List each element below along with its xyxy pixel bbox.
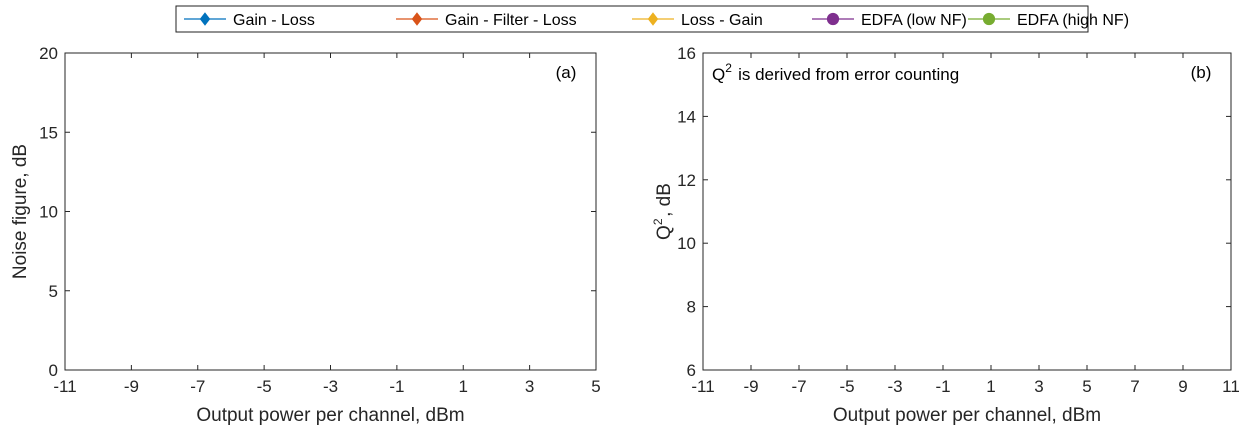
axes-frame xyxy=(64,52,597,371)
panel-label: (b) xyxy=(1191,63,1212,82)
x-tick-label: 3 xyxy=(1034,377,1043,396)
y-tick-label: 6 xyxy=(687,361,696,380)
y-tick-label: 10 xyxy=(39,203,58,222)
x-tick-label: 9 xyxy=(1178,377,1187,396)
x-tick-label: -3 xyxy=(887,377,902,396)
x-axis-label: Output power per channel, dBm xyxy=(833,405,1101,426)
legend-label: Gain - Loss xyxy=(233,12,315,29)
legend-label: Loss - Gain xyxy=(681,12,763,29)
axes-frame xyxy=(702,52,1232,371)
legend-entry-edfa-high-nf: EDFA (high NF) xyxy=(968,12,1129,29)
panel-label: (a) xyxy=(556,63,577,82)
data-point xyxy=(54,261,64,273)
x-tick-label: -5 xyxy=(839,377,854,396)
x-tick-label: -1 xyxy=(389,377,404,396)
y-axis-label: Noise figure, dB xyxy=(10,144,31,279)
legend-marker-circle-icon xyxy=(826,12,840,26)
annotation-text: Q2 is derived from error counting xyxy=(712,61,959,84)
y-tick-label: 0 xyxy=(49,361,58,380)
x-axis-label: Output power per channel, dBm xyxy=(196,405,464,426)
y-tick-label: 15 xyxy=(39,123,58,142)
data-point xyxy=(458,34,468,46)
x-tick-label: -11 xyxy=(691,377,714,396)
x-tick-label: -11 xyxy=(53,377,76,396)
x-tick-label: -7 xyxy=(791,377,806,396)
x-tick-label: -3 xyxy=(323,377,338,396)
y-tick-label: 12 xyxy=(677,171,696,190)
x-tick-label: -7 xyxy=(190,377,205,396)
x-tick-label: 1 xyxy=(459,377,468,396)
x-tick-label: -5 xyxy=(257,377,272,396)
x-tick-label: 3 xyxy=(525,377,534,396)
legend-entry-edfa-low-nf: EDFA (low NF) xyxy=(812,12,967,29)
y-tick-label: 8 xyxy=(687,298,696,317)
y-tick-label: 5 xyxy=(49,282,58,301)
y-tick-label: 14 xyxy=(677,107,696,126)
x-tick-label: 5 xyxy=(1082,377,1091,396)
y-tick-label: 20 xyxy=(39,44,58,63)
x-tick-label: -9 xyxy=(743,377,758,396)
x-tick-label: 1 xyxy=(986,377,995,396)
y-axis-label: Q2 , dB xyxy=(651,183,675,240)
legend-marker-circle-icon xyxy=(982,12,996,26)
legend-marker-diamond-icon xyxy=(647,12,659,26)
legend-label: EDFA (high NF) xyxy=(1017,12,1129,29)
y-tick-label: 10 xyxy=(677,234,696,253)
x-tick-label: 11 xyxy=(1222,377,1240,396)
legend: Gain - Loss Gain - Filter - Loss Loss - Ga… xyxy=(175,5,1129,33)
legend-label: EDFA (low NF) xyxy=(861,12,967,29)
x-tick-label: -1 xyxy=(935,377,950,396)
legend-marker-diamond-icon xyxy=(199,12,211,26)
legend-label: Gain - Filter - Loss xyxy=(445,12,577,29)
x-tick-label: -9 xyxy=(124,377,139,396)
legend-entry-gain-loss: Gain - Loss xyxy=(184,12,315,29)
x-tick-label: 7 xyxy=(1130,377,1139,396)
legend-entry-gain-filter-loss: Gain - Filter - Loss xyxy=(396,12,577,29)
legend-entry-loss-gain: Loss - Gain xyxy=(632,12,763,29)
y-tick-label: 16 xyxy=(677,44,696,63)
x-tick-label: 5 xyxy=(591,377,600,396)
legend-marker-diamond-icon xyxy=(411,12,423,26)
